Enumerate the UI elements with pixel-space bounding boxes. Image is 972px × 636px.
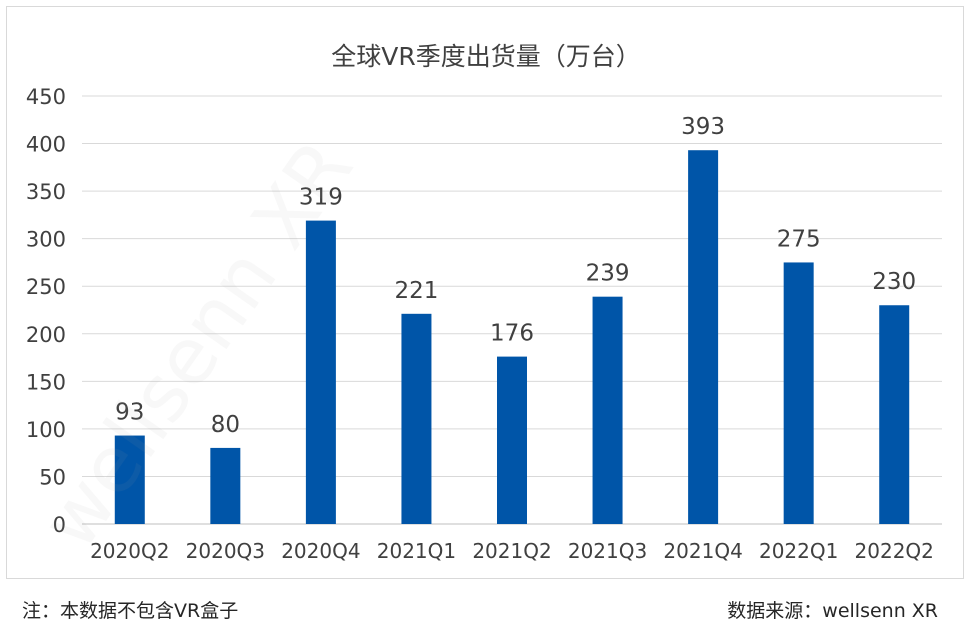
x-tick-label: 2021Q4	[663, 539, 742, 563]
data-label: 239	[586, 261, 630, 287]
x-tick-label: 2020Q2	[90, 539, 169, 563]
data-label: 93	[115, 400, 144, 426]
x-tick-label: 2021Q1	[377, 539, 456, 563]
x-tick-label: 2021Q2	[472, 539, 551, 563]
bar-2020Q3	[210, 447, 241, 524]
x-tick-label: 2022Q2	[855, 539, 934, 563]
data-label: 176	[490, 321, 534, 347]
data-labels: 93 80 319 221 176 239 393 275 230	[115, 114, 916, 438]
x-axis-ticks: 2020Q2 2020Q3 2020Q4 2021Q1 2021Q2 2021Q3 2021…	[90, 539, 934, 563]
y-tick-label: 400	[26, 133, 66, 157]
x-tick-label: 2022Q1	[759, 539, 838, 563]
bar-2022Q1	[783, 262, 814, 524]
data-label: 230	[872, 269, 916, 295]
bar-2021Q1	[401, 313, 432, 524]
y-tick-label: 350	[26, 180, 66, 204]
data-label: 393	[681, 114, 725, 140]
x-tick-label: 2021Q3	[568, 539, 647, 563]
y-axis-ticks: 0 50 100 150 200 250 300 350 400 450	[26, 85, 66, 537]
chart-title: 全球VR季度出货量（万台）	[331, 42, 640, 71]
x-tick-label: 2020Q4	[281, 539, 360, 563]
y-tick-label: 300	[26, 228, 66, 252]
bar-2020Q2	[114, 435, 145, 524]
bars	[114, 150, 910, 525]
data-source: 数据来源：wellsenn XR	[727, 600, 938, 622]
data-label: 221	[394, 278, 438, 304]
bar-2020Q4	[305, 220, 336, 524]
y-tick-label: 100	[26, 418, 66, 442]
bar-2021Q4	[688, 150, 719, 525]
y-tick-label: 50	[39, 465, 66, 489]
data-label: 319	[299, 185, 343, 211]
bar-2021Q3	[592, 296, 623, 524]
y-tick-label: 450	[26, 85, 66, 109]
y-tick-label: 0	[53, 513, 66, 537]
bar-2021Q2	[497, 356, 527, 524]
y-tick-label: 200	[26, 323, 66, 347]
y-tick-label: 150	[26, 370, 66, 394]
data-label: 80	[211, 412, 240, 438]
footnote: 注：本数据不包含VR盒子	[22, 600, 239, 622]
bar-chart: 全球VR季度出货量（万台） 0 50 100 150 200 250 300 350 400 45…	[26, 42, 942, 563]
chart-frame: 全球VR季度出货量（万台） 0 50 100 150 200 250 300 350 400 45…	[6, 6, 964, 579]
bar-2022Q2	[879, 305, 910, 524]
data-label: 275	[777, 226, 821, 252]
x-tick-label: 2020Q3	[186, 539, 265, 563]
y-tick-label: 250	[26, 275, 66, 299]
